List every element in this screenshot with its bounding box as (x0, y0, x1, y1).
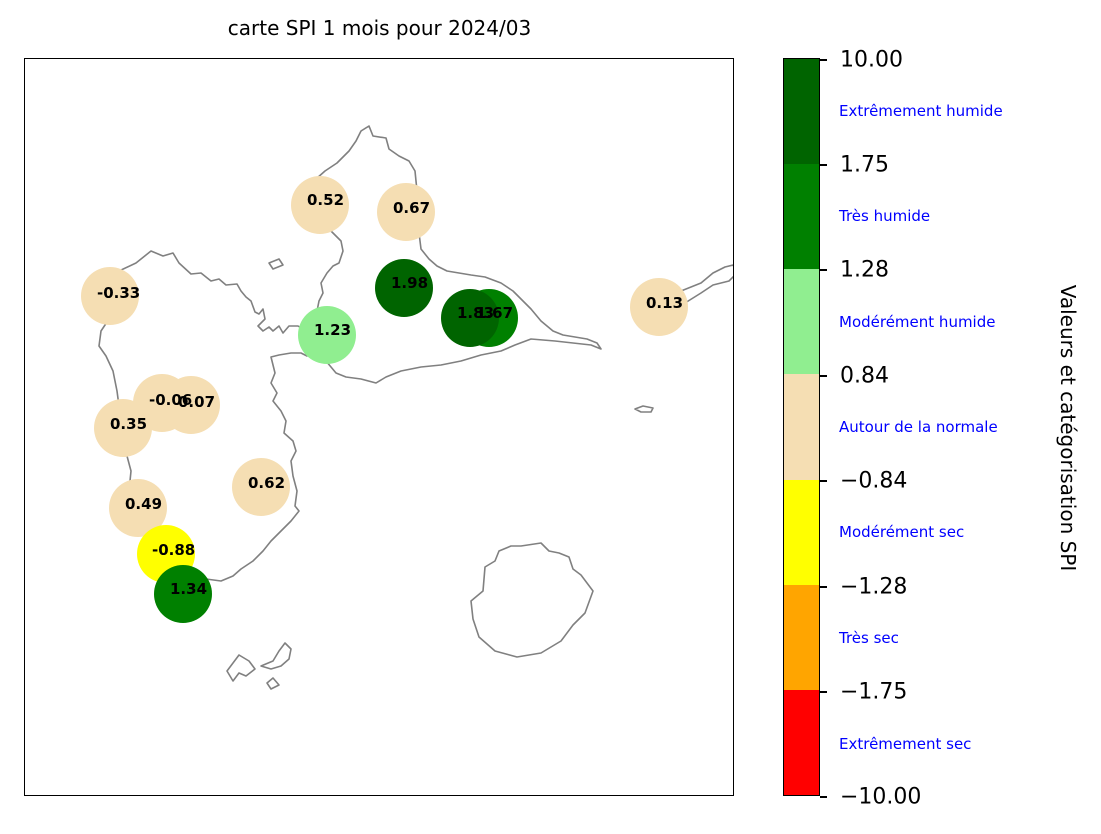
category-label: Très sec (839, 629, 899, 647)
colorbar-tick (820, 269, 827, 271)
svg-text:1.34: 1.34 (170, 580, 207, 598)
coastline (98, 125, 733, 690)
map-axes: 0.52 0.67 -0.33 1.98 1.67 1.83 0.13 1.23… (24, 58, 734, 796)
station-markers (81, 176, 688, 623)
category-label: Modérément sec (839, 523, 965, 541)
colorbar-axis-label: Valeurs et catégorisation SPI (1056, 284, 1080, 572)
map-canvas: 0.52 0.67 -0.33 1.98 1.67 1.83 0.13 1.23… (81, 125, 733, 690)
svg-text:-0.06: -0.06 (149, 391, 192, 409)
colorbar (783, 58, 820, 796)
colorbar-tick-label: 0.84 (840, 363, 889, 389)
svg-text:0.13: 0.13 (646, 294, 683, 312)
colorbar-tick (820, 691, 827, 693)
chart-title: carte SPI 1 mois pour 2024/03 (227, 16, 532, 40)
colorbar-tick (820, 164, 827, 166)
category-label: Modérément humide (839, 313, 996, 331)
svg-text:-0.33: -0.33 (97, 284, 140, 302)
colorbar-tick (820, 480, 827, 482)
colorbar-segment-very-wet (784, 164, 819, 270)
station-labels: 0.52 0.67 -0.33 1.98 1.67 1.83 0.13 1.23… (97, 191, 683, 598)
colorbar-tick-label: −1.75 (840, 679, 908, 705)
colorbar-tick-label: −10.00 (840, 784, 922, 810)
category-label: Extrêmement sec (839, 735, 972, 753)
svg-text:1.67: 1.67 (476, 304, 513, 322)
colorbar-segment-normal (784, 374, 819, 480)
colorbar-segment-extremely-dry (784, 689, 819, 795)
svg-text:-0.88: -0.88 (152, 541, 195, 559)
svg-text:1.98: 1.98 (391, 274, 428, 292)
colorbar-tick (820, 59, 827, 61)
svg-text:0.52: 0.52 (307, 191, 344, 209)
colorbar-tick (820, 586, 827, 588)
colorbar-tick-label: 1.75 (840, 152, 889, 178)
svg-text:0.62: 0.62 (248, 474, 285, 492)
colorbar-segment-moderately-wet (784, 269, 819, 375)
colorbar-segment-moderately-dry (784, 479, 819, 585)
category-label: Extrêmement humide (839, 102, 1003, 120)
category-label: Très humide (839, 207, 931, 225)
colorbar-tick (820, 796, 827, 798)
svg-text:0.07: 0.07 (178, 393, 215, 411)
colorbar-segment-very-dry (784, 584, 819, 690)
svg-text:0.67: 0.67 (393, 199, 430, 217)
colorbar-tick-label: 10.00 (840, 47, 903, 73)
colorbar-tick-label: −1.28 (840, 574, 908, 600)
svg-text:0.49: 0.49 (125, 495, 162, 513)
colorbar-tick (820, 375, 827, 377)
colorbar-tick-label: 1.28 (840, 257, 889, 283)
colorbar-tick-label: −0.84 (840, 468, 908, 494)
category-label: Autour de la normale (839, 418, 998, 436)
colorbar-segment-extremely-wet (784, 59, 819, 165)
svg-text:1.83: 1.83 (457, 304, 494, 322)
svg-text:1.23: 1.23 (314, 321, 351, 339)
svg-text:0.35: 0.35 (110, 415, 147, 433)
